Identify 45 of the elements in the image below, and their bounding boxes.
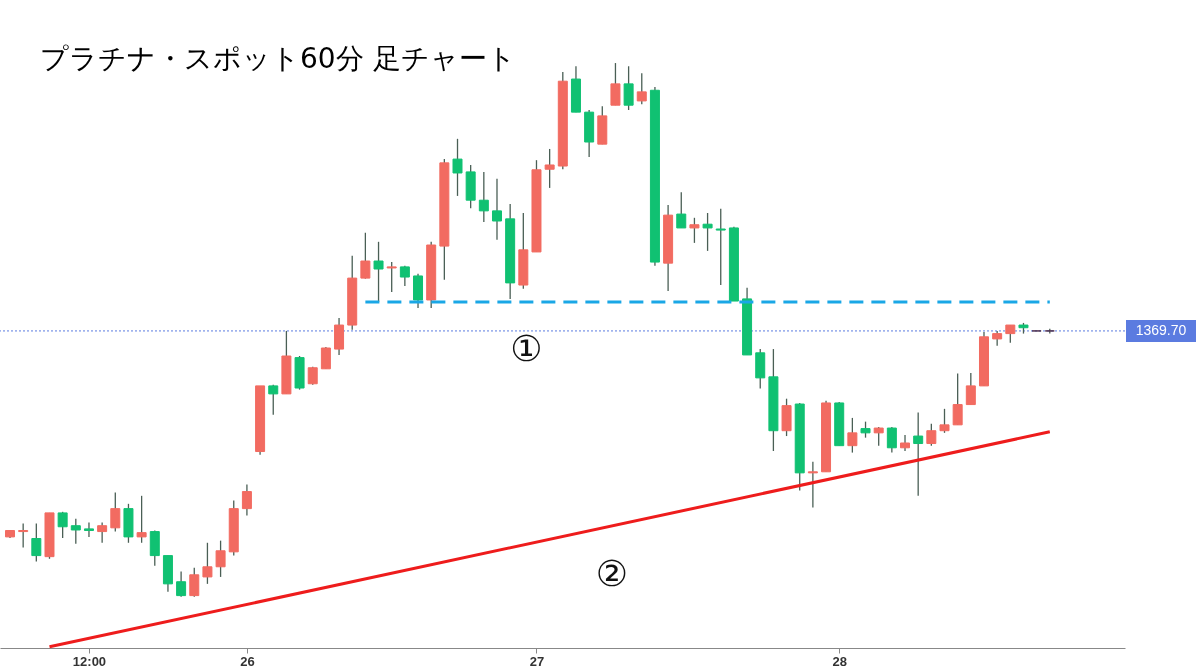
candlestick [715, 208, 726, 286]
candlestick [610, 62, 621, 106]
candlestick [544, 148, 555, 189]
candlestick [202, 542, 213, 585]
candlestick [689, 217, 700, 244]
candlestick [176, 570, 187, 598]
candlestick [636, 72, 647, 105]
candlestick [702, 212, 713, 252]
candlestick [373, 241, 384, 303]
candlestick [926, 423, 937, 447]
candlestick [386, 261, 397, 293]
candlestick [952, 372, 963, 426]
candlestick [939, 408, 950, 434]
candlestick [241, 483, 252, 517]
candlestick [847, 417, 858, 454]
candlestick [268, 384, 279, 416]
x-tick-label: 26 [240, 653, 255, 669]
candlestick [189, 567, 200, 598]
candlestick [491, 178, 502, 241]
candlestick [97, 521, 108, 544]
annotation: ② [595, 553, 629, 595]
x-tick-label: 12:00 [72, 653, 107, 669]
candlestick [913, 411, 924, 497]
x-tick-label: 27 [529, 653, 545, 669]
candlestick [807, 461, 818, 509]
candlestick [83, 521, 94, 538]
x-tick-label: 28 [832, 653, 847, 669]
candlestick [70, 518, 81, 545]
candlestick [57, 511, 68, 539]
candlestick [478, 171, 489, 223]
chart-title: プラチナ・スポット60分 足チャート [40, 42, 516, 75]
candlestick [215, 539, 226, 578]
candlestick [900, 434, 911, 452]
text: 1369.70 [1135, 321, 1187, 338]
candlestick [31, 522, 42, 563]
candlestick [676, 191, 687, 229]
annotation: ① [510, 327, 543, 369]
candlestick [18, 522, 29, 549]
candlestick [360, 232, 371, 280]
candlestick [886, 426, 897, 454]
candlestick [965, 372, 976, 406]
candlestick [110, 491, 121, 533]
candlestick [136, 495, 147, 544]
candlestick [623, 65, 634, 111]
candlestick [452, 138, 463, 197]
